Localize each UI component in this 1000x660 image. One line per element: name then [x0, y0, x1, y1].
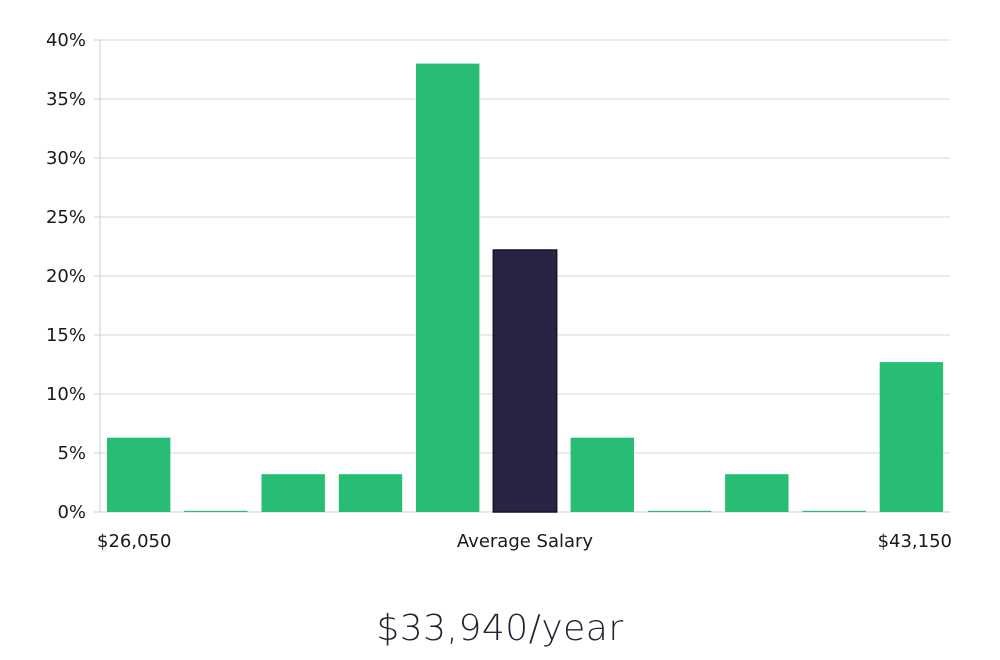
- y-tick-labels: 0% 5% 10% 15% 20% 25% 30% 35% 40%: [46, 30, 86, 523]
- x-label-min: $26,050: [97, 531, 171, 552]
- y-tick-label: 5%: [57, 443, 86, 464]
- bar-average-salary: [492, 249, 558, 513]
- y-tick-label: 20%: [46, 266, 86, 287]
- bar: [802, 510, 866, 512]
- bars: [107, 63, 944, 513]
- bar: [879, 362, 944, 512]
- y-tick-label: 15%: [46, 325, 86, 346]
- bar: [416, 63, 480, 512]
- y-tick-label: 25%: [46, 207, 86, 228]
- x-label-max: $43,150: [878, 531, 952, 552]
- salary-histogram: 0% 5% 10% 15% 20% 25% 30% 35% 40% $26,050 Averag…: [46, 30, 952, 552]
- bar: [570, 437, 634, 512]
- y-tick-label: 10%: [46, 384, 86, 405]
- bar: [184, 510, 248, 512]
- y-tick-label: 35%: [46, 89, 86, 110]
- average-salary-value: $33,940/year: [376, 608, 624, 649]
- x-labels: $26,050 Average Salary $43,150: [97, 531, 952, 552]
- y-tick-label: 30%: [46, 148, 86, 169]
- bar: [261, 474, 325, 512]
- y-tick-label: 0%: [57, 502, 86, 523]
- bar: [647, 510, 712, 512]
- y-tick-label: 40%: [46, 30, 86, 51]
- x-label-average: Average Salary: [457, 531, 594, 552]
- bar: [107, 437, 171, 512]
- bar: [338, 474, 403, 512]
- bar: [725, 474, 789, 512]
